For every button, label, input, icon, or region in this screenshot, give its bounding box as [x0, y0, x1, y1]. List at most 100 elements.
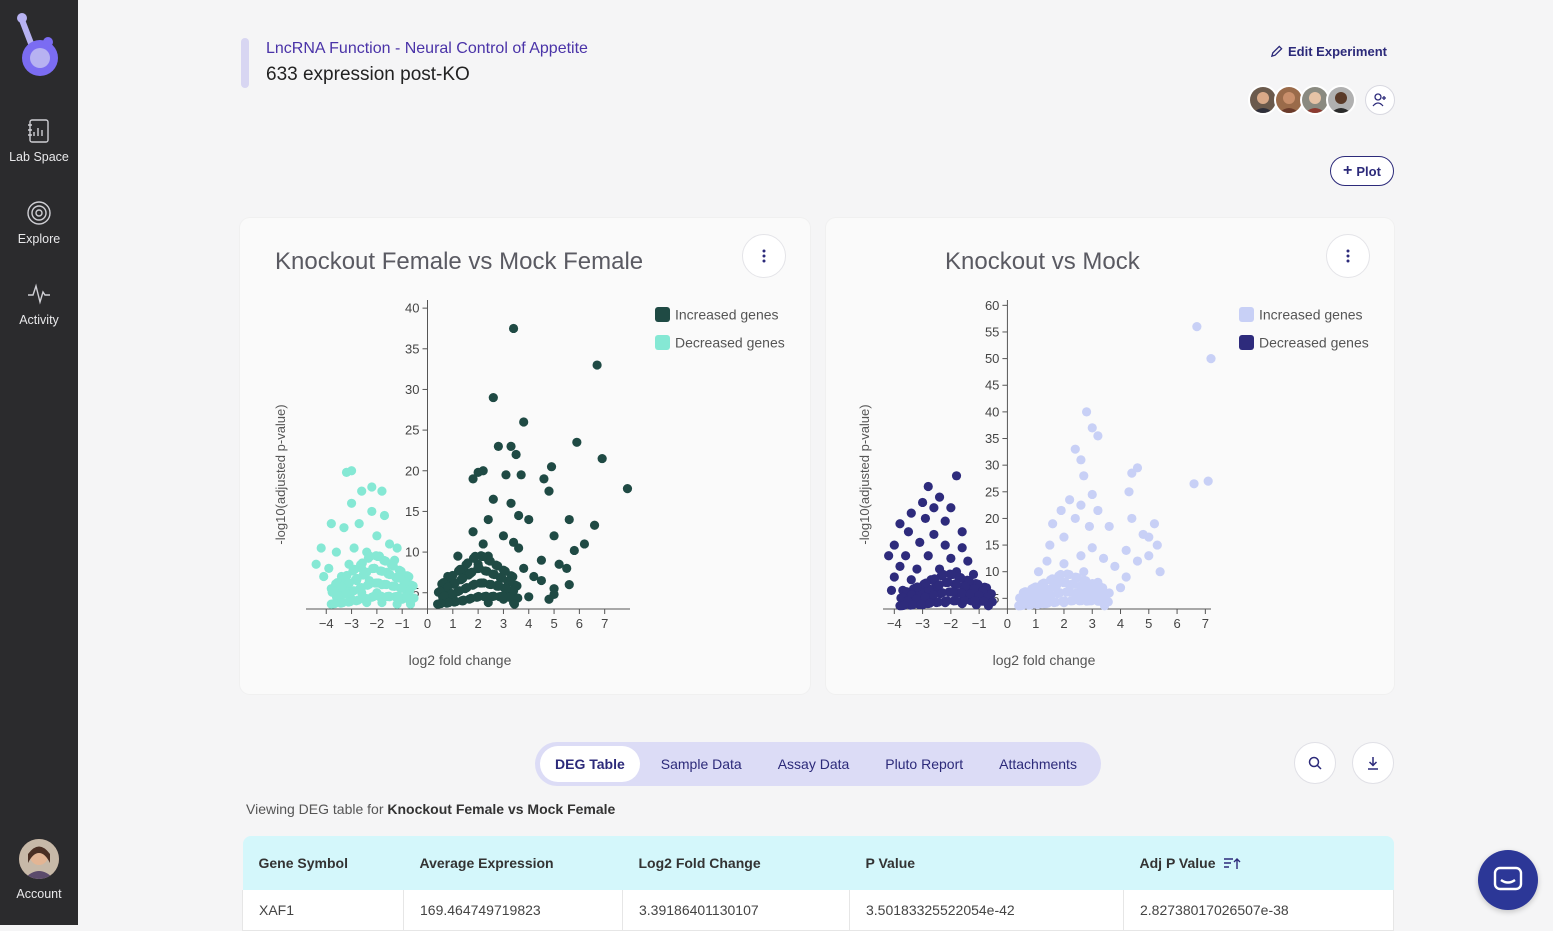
tab-sample-data[interactable]: Sample Data [660, 756, 742, 772]
data-point [901, 551, 911, 561]
table-row[interactable]: XAF1 169.464749719823 3.39186401130107 3… [242, 890, 1394, 931]
column-header-log2-fold-change[interactable]: Log2 Fold Change [622, 836, 850, 890]
data-point [943, 577, 953, 587]
cell-average-expression: 169.464749719823 [403, 890, 623, 931]
nav-lab-space[interactable]: Lab Space [0, 118, 78, 164]
data-point [569, 545, 579, 556]
nav-explore-label: Explore [17, 232, 61, 246]
data-point [948, 587, 958, 597]
chat-button[interactable] [1478, 850, 1538, 910]
data-point [458, 595, 469, 605]
column-header-average-expression[interactable]: Average Expression [403, 836, 623, 890]
data-point [957, 527, 967, 537]
nav-explore[interactable]: Explore [0, 200, 78, 246]
data-point [505, 592, 515, 602]
y-tick-label: 15 [985, 538, 999, 553]
data-point [311, 559, 321, 569]
download-button[interactable] [1352, 742, 1394, 784]
data-point [906, 575, 916, 585]
app-logo[interactable] [14, 12, 62, 85]
data-point [368, 591, 379, 602]
data-point [1026, 600, 1036, 610]
data-point [564, 580, 574, 590]
data-point [544, 486, 554, 496]
edit-experiment-button[interactable]: Edit Experiment [1270, 44, 1387, 59]
chart-menu-button[interactable] [742, 234, 786, 278]
data-point [385, 569, 395, 580]
data-point [344, 578, 354, 588]
nav-activity-label: Activity [19, 313, 59, 327]
y-tick-label: 40 [405, 301, 419, 316]
data-point [940, 516, 950, 526]
tab-deg-table[interactable]: DEG Table [540, 746, 640, 782]
data-point [393, 573, 403, 583]
nav-account[interactable]: Account [0, 839, 78, 901]
add-plot-button[interactable]: + Plot [1330, 156, 1394, 186]
project-title[interactable]: LncRNA Function - Neural Control of Appe… [266, 40, 588, 57]
data-point [895, 519, 905, 529]
data-point [500, 566, 510, 576]
search-button[interactable] [1294, 742, 1336, 784]
data-point [923, 481, 933, 492]
data-point [1144, 551, 1154, 561]
account-label: Account [16, 887, 62, 901]
data-point [915, 537, 925, 548]
data-point [1110, 561, 1120, 571]
cell-adj-p-value: 2.82738017026507e-38 [1123, 890, 1394, 931]
data-point [946, 553, 956, 563]
data-point [381, 579, 392, 590]
x-tick-label: −2 [369, 616, 384, 631]
viewing-caption: Viewing DEG table for Knockout Female vs… [246, 801, 615, 817]
viewing-comparison: Knockout Female vs Mock Female [387, 801, 616, 817]
data-point [498, 591, 508, 602]
data-point [493, 561, 503, 571]
data-point [1192, 322, 1202, 332]
data-point [546, 462, 557, 472]
sort-ascending-icon[interactable] [1223, 856, 1241, 870]
data-point [501, 583, 511, 593]
legend-label: Decreased genes [1259, 335, 1369, 351]
search-icon [1308, 756, 1322, 770]
tab-assay-data[interactable]: Assay Data [777, 756, 850, 772]
x-axis-label: log2 fold change [993, 652, 1096, 668]
data-point [1093, 431, 1103, 441]
add-collaborator-button[interactable] [1365, 85, 1395, 115]
data-point [983, 601, 994, 611]
tab-attachments[interactable]: Attachments [999, 756, 1077, 772]
data-point [1132, 556, 1143, 566]
data-point [488, 591, 499, 601]
data-point [436, 598, 446, 609]
data-point [1033, 567, 1044, 577]
data-point [349, 586, 359, 596]
data-point [443, 598, 454, 608]
data-point [942, 596, 952, 606]
column-header-p-value[interactable]: P Value [849, 836, 1124, 890]
data-point [1076, 455, 1086, 465]
data-point [536, 555, 547, 565]
data-point [959, 596, 970, 606]
data-point [392, 543, 402, 553]
kebab-icon [1346, 249, 1350, 263]
deg-table: Gene Symbol Average Expression Log2 Fold… [242, 836, 1394, 931]
data-point [362, 567, 372, 577]
y-tick-label: 40 [985, 404, 999, 419]
data-point [1070, 444, 1080, 454]
data-point [519, 417, 529, 427]
data-point [514, 510, 524, 521]
data-point [1065, 587, 1075, 597]
data-point [1042, 556, 1052, 566]
data-point [589, 520, 600, 530]
column-header-adj-p-value[interactable]: Adj P Value [1123, 836, 1394, 890]
tab-pluto-report[interactable]: Pluto Report [885, 756, 964, 772]
data-point [592, 360, 602, 370]
kebab-icon [762, 249, 766, 263]
x-tick-label: 7 [1202, 616, 1209, 631]
data-point [365, 551, 375, 561]
experiment-title: 633 expression post-KO [266, 64, 470, 85]
chart-menu-button[interactable] [1326, 234, 1370, 278]
collaborator-avatars[interactable] [1248, 85, 1356, 115]
data-point [963, 556, 973, 566]
column-header-gene-symbol[interactable]: Gene Symbol [242, 836, 404, 890]
x-tick-label: −3 [915, 616, 930, 631]
nav-activity[interactable]: Activity [0, 281, 78, 327]
